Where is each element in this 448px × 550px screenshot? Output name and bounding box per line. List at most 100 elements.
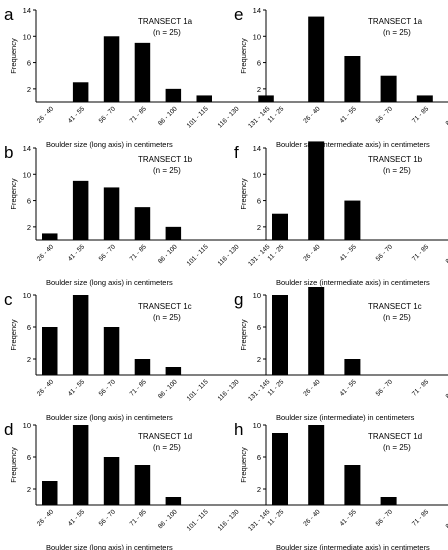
bar-41-55 — [344, 56, 361, 102]
panel-title: TRANSECT 1b — [138, 155, 193, 164]
bar-26-40 — [42, 327, 58, 375]
x-axis-label: Boulder size (long axis) in centimeters — [46, 413, 173, 422]
x-axis-label: Boulder size (long axis) in centimeters — [46, 543, 173, 550]
panel-subtitle: (n = 25) — [153, 28, 181, 37]
y-axis-label: Freqency — [9, 319, 18, 351]
bar-26-40 — [308, 141, 325, 240]
y-tick-label: 14 — [23, 6, 31, 15]
bar-26-40 — [42, 481, 58, 505]
y-tick-label: 14 — [253, 144, 261, 153]
panel-d: d TRANSECT 1d (n = 25) 2 6 10 Frequency 26 - 40… — [4, 420, 290, 550]
bar-41-55 — [72, 425, 89, 505]
x-tick-label: 71 - 85 — [129, 243, 149, 263]
panel-f: f TRANSECT 1b (n = 25) 2 6 10 14 Freqency 11 - 2… — [234, 141, 448, 287]
bar-71-85 — [134, 359, 151, 375]
y-tick-label: 2 — [27, 485, 31, 494]
bar-11-25 — [272, 213, 288, 240]
x-tick-label: 56 - 70 — [375, 508, 395, 528]
y-tick-label: 6 — [27, 59, 31, 68]
x-tick-label: 86 - 100 — [445, 508, 448, 530]
panel-title: TRANSECT 1c — [138, 302, 192, 311]
y-tick-label: 2 — [27, 223, 31, 232]
x-tick-label: 26 - 40 — [302, 378, 322, 398]
bar-56-70 — [103, 36, 120, 102]
panel-letter: e — [234, 5, 243, 24]
x-tick-label: 71 - 85 — [411, 105, 431, 125]
x-tick-label: 26 - 40 — [36, 243, 56, 263]
panel-subtitle: (n = 25) — [153, 313, 181, 322]
y-tick-label: 10 — [253, 291, 261, 300]
x-tick-label: 71 - 85 — [411, 243, 431, 263]
bar-41-55 — [72, 180, 89, 240]
bar-11-25 — [272, 433, 288, 505]
x-tick-label: 71 - 85 — [411, 508, 431, 528]
x-tick-label: 116 - 130 — [217, 243, 241, 267]
panel-title: TRANSECT 1a — [368, 17, 423, 26]
panel-letter: h — [234, 420, 243, 439]
x-tick-label: 41 - 55 — [67, 508, 87, 528]
x-tick-label: 71 - 85 — [129, 105, 149, 125]
x-tick-label: 71 - 85 — [411, 378, 431, 398]
x-tick-label: 41 - 55 — [67, 105, 87, 125]
y-tick-label: 2 — [257, 485, 261, 494]
panel-letter: g — [234, 290, 243, 309]
x-tick-label: 56 - 70 — [98, 105, 118, 125]
x-tick-label: 26 - 40 — [302, 105, 322, 125]
y-tick-label: 10 — [253, 170, 261, 179]
x-tick-label: 86 - 100 — [157, 378, 179, 400]
y-axis-label: Frequency — [9, 447, 18, 483]
x-tick-label: 86 - 100 — [445, 243, 448, 265]
y-tick-label: 14 — [253, 6, 261, 15]
bar-86-100 — [165, 497, 182, 505]
bar-86-100 — [165, 367, 182, 375]
x-axis-label: Boulder size (long axis) in centimeters — [46, 278, 173, 287]
panel-subtitle: (n = 25) — [383, 166, 411, 175]
x-tick-label: 101 - 115 — [186, 105, 210, 129]
x-tick-label: 26 - 40 — [302, 508, 322, 528]
y-tick-label: 2 — [257, 85, 261, 94]
y-tick-label: 14 — [23, 144, 31, 153]
bar-86-100 — [165, 226, 182, 240]
panel-title: TRANSECT 1b — [368, 155, 423, 164]
bar-41-55 — [344, 200, 361, 240]
x-tick-label: 86 - 100 — [157, 243, 179, 265]
panel-subtitle: (n = 25) — [153, 166, 181, 175]
x-tick-label: 101 - 115 — [186, 243, 210, 267]
panel-letter: a — [4, 5, 14, 24]
y-axis-label: Frequency — [239, 38, 248, 74]
bar-86-100 — [165, 88, 182, 102]
y-tick-label: 6 — [27, 323, 31, 332]
x-tick-label: 41 - 55 — [339, 105, 359, 125]
y-tick-label: 2 — [257, 223, 261, 232]
panel-letter: b — [4, 143, 13, 162]
x-tick-label: 86 - 100 — [445, 378, 448, 400]
x-axis-label: Boulder size (long axis) in centimeters — [46, 140, 173, 149]
panel-h: h TRANSECT 1d (n = 25) 2 6 10 Frequency 11 - 25… — [234, 420, 448, 550]
panel-letter: c — [4, 290, 13, 309]
panel-subtitle: (n = 25) — [383, 313, 411, 322]
x-tick-label: 56 - 70 — [375, 378, 395, 398]
panel-title: TRANSECT 1d — [368, 432, 422, 441]
x-axis-label: Boulder size (intermediate axis) in cent… — [276, 543, 430, 550]
x-tick-label: 41 - 55 — [67, 243, 87, 263]
bar-26-40 — [42, 233, 58, 240]
y-tick-label: 6 — [257, 197, 261, 206]
x-tick-label: 101 - 115 — [186, 378, 210, 402]
x-tick-label: 56 - 70 — [98, 508, 118, 528]
y-tick-label: 10 — [23, 32, 31, 41]
y-tick-label: 10 — [23, 170, 31, 179]
x-tick-label: 11 - 25 — [266, 378, 285, 397]
y-tick-label: 6 — [27, 453, 31, 462]
panel-subtitle: (n = 25) — [383, 443, 411, 452]
bar-71-85 — [134, 465, 151, 505]
panel-letter: d — [4, 420, 13, 439]
bar-26-40 — [308, 425, 325, 505]
y-tick-label: 6 — [257, 453, 261, 462]
x-tick-label: 86 - 100 — [157, 105, 179, 127]
x-tick-label: 26 - 40 — [36, 378, 56, 398]
x-tick-label: 41 - 55 — [339, 243, 359, 263]
bar-56-70 — [380, 75, 397, 102]
y-tick-label: 6 — [257, 323, 261, 332]
y-tick-label: 6 — [257, 59, 261, 68]
panel-a: a TRANSECT 1a (n = 25) 2 6 10 14 Frequency 26 - … — [4, 5, 290, 149]
